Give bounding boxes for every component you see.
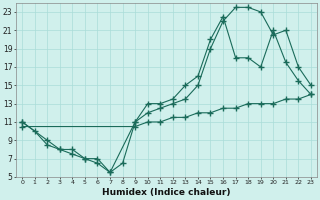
X-axis label: Humidex (Indice chaleur): Humidex (Indice chaleur): [102, 188, 231, 197]
